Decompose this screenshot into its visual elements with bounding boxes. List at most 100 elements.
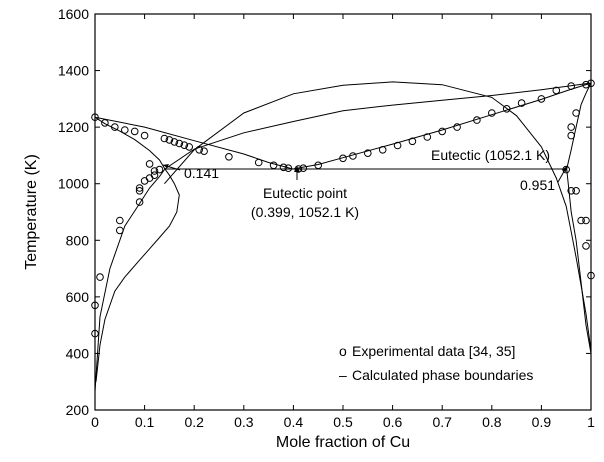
experimental-data-point [96, 273, 104, 281]
phase-boundary-line-6 [566, 82, 592, 170]
phase-boundary-line-1 [164, 82, 592, 170]
experimental-data-point [135, 187, 144, 195]
experimental-data-point [170, 138, 179, 146]
y-tick-label: 1400 [58, 63, 89, 79]
y-tick-label: 1000 [58, 176, 89, 192]
annotation-label: Eutectic point [263, 185, 347, 201]
phase-boundary-line-7 [566, 168, 592, 354]
experimental-data-point [135, 184, 144, 192]
annotation-coordinates: (0.399, 1052.1 K) [251, 204, 359, 220]
x-tick-label: 0 [91, 414, 99, 430]
experimental-data-point [145, 174, 154, 182]
annotation-label: 0.141 [184, 165, 219, 181]
x-tick-label: 0.2 [184, 414, 204, 430]
experimental-data-point [473, 116, 481, 124]
y-tick-label: 1600 [58, 6, 89, 22]
experimental-data-point [284, 164, 293, 172]
annotation-label: 0.951 [520, 177, 555, 193]
experimental-data-point [567, 123, 576, 131]
y-axis-ticks: 200 400 600 800 1000 1200 1400 1600 [58, 6, 591, 418]
experimental-data-point [121, 126, 129, 134]
x-tick-label: 0.3 [234, 414, 254, 430]
experimental-data-point [254, 158, 263, 167]
experimental-data-point [393, 141, 402, 150]
experimental-data-point [130, 127, 139, 136]
experimental-data-point [225, 153, 233, 161]
experimental-data-point [195, 146, 203, 154]
experimental-data-point [269, 161, 278, 170]
experimental-data-point [150, 167, 159, 175]
experimental-data-point [582, 242, 590, 250]
x-axis-title: Mole fraction of Cu [276, 434, 410, 451]
annotation-0951: 0.951 [520, 166, 567, 193]
experimental-data-point [453, 123, 461, 131]
experimental-data-point [150, 171, 159, 179]
experimental-data-point [364, 149, 372, 157]
experimental-data-point [502, 105, 511, 113]
experimental-data-point [294, 165, 303, 173]
legend: o Experimental data [34, 35] – Calculate… [339, 343, 533, 383]
annotation-0141: 0.141 [162, 164, 219, 181]
experimental-data-point [438, 127, 447, 136]
experimental-data-point [582, 216, 590, 225]
annotation-arrowhead [163, 164, 169, 168]
experimental-data-point [165, 136, 174, 144]
legend-label-experimental: Experimental data [34, 35] [352, 343, 515, 359]
experimental-data-point [116, 226, 124, 235]
x-tick-label: 0.6 [383, 414, 403, 430]
experimental-data-point [577, 216, 585, 225]
experimental-data-point [185, 143, 193, 151]
x-axis-ticks: 0 0.1 0.2 0.3 0.4 0.5 0.6 0.7 0.8 0.9 1 [91, 14, 595, 430]
experimental-data-point [314, 161, 323, 170]
experimental-data-point [567, 187, 576, 195]
experimental-data-point [200, 147, 208, 155]
legend-label-calculated: Calculated phase boundaries [352, 367, 533, 383]
experimental-data-point [378, 146, 387, 154]
experimental-data-point [537, 95, 546, 103]
annotation-eutectic-line: Eutectic (1052.1 K) [431, 147, 550, 163]
experimental-data-point [145, 160, 154, 168]
y-tick-label: 1200 [58, 119, 89, 135]
x-tick-label: 0.4 [284, 414, 304, 430]
x-tick-label: 0.5 [333, 414, 353, 430]
experimental-data-point [175, 139, 184, 148]
y-tick-label: 200 [66, 402, 90, 418]
phase-boundary-line-0 [94, 116, 166, 170]
x-tick-label: 0.7 [432, 414, 452, 430]
x-tick-label: 1 [587, 414, 595, 430]
y-tick-label: 800 [66, 232, 90, 248]
experimental-data-point [349, 152, 357, 160]
experimental-data-point [135, 198, 144, 206]
annotation-arrowhead [294, 166, 300, 172]
y-tick-label: 400 [66, 345, 90, 361]
phase-boundary-line-2 [94, 82, 592, 170]
x-tick-label: 0.8 [482, 414, 502, 430]
experimental-data-point [408, 137, 417, 146]
experimental-data-point [582, 80, 590, 89]
y-tick-label: 600 [66, 289, 90, 305]
phase-boundary-line-5 [164, 81, 592, 351]
phase-boundary-line-4 [95, 168, 180, 382]
experimental-data-point [423, 133, 432, 141]
x-tick-label: 0.9 [532, 414, 552, 430]
experimental-data-point [140, 131, 149, 140]
experimental-data-point [101, 119, 109, 127]
experimental-data-point [517, 99, 526, 107]
experimental-data-point [111, 123, 119, 131]
experimental-data-point [140, 177, 149, 185]
experimental-data-point [552, 86, 561, 95]
series-layer [94, 81, 592, 392]
experimental-data-point [572, 109, 580, 117]
experimental-data-point [116, 216, 124, 225]
annotation-arrowhead [562, 166, 567, 172]
experimental-data-point [279, 163, 288, 172]
phase-boundary-line-3 [94, 168, 166, 392]
legend-marker-circle: o [339, 343, 347, 359]
x-tick-label: 0.1 [135, 414, 155, 430]
legend-marker-line: – [339, 367, 347, 383]
experimental-data-point [488, 109, 496, 117]
marker-layer [91, 79, 595, 338]
experimental-data-point [155, 165, 164, 174]
experimental-data-point [567, 82, 576, 90]
y-axis-title: Temperature (K) [23, 154, 40, 270]
